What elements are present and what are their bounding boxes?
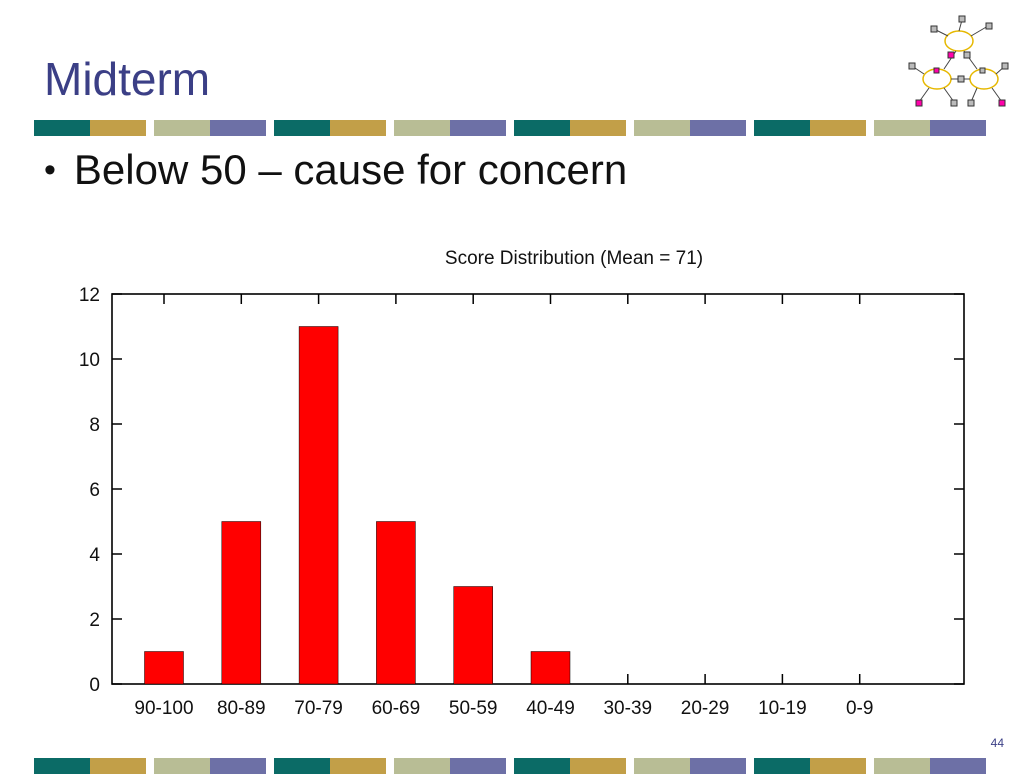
x-tick-label: 70-79: [294, 698, 343, 719]
y-tick-label: 6: [89, 480, 100, 501]
bullet-text: Below 50 – cause for concern: [73, 146, 628, 193]
x-tick-label: 50-59: [449, 698, 498, 719]
stripe-segment: [570, 120, 626, 136]
stripe-gap: [266, 758, 274, 774]
stripe-segment: [634, 758, 690, 774]
stripe-segment: [330, 120, 386, 136]
stripe-gap: [146, 758, 154, 774]
chart-title: Score Distribution (Mean = 71): [445, 248, 703, 269]
bullet-dot-icon: •: [44, 150, 56, 189]
bar: [530, 651, 571, 685]
stripe-segment: [754, 758, 810, 774]
score-distribution-chart: Score Distribution (Mean = 71) 0 2 4 6 8 10 12 9…: [79, 248, 965, 719]
stripe-segment: [930, 120, 986, 136]
stripe-segment: [874, 120, 930, 136]
stripe-segment: [394, 758, 450, 774]
y-tick-label: 4: [89, 545, 100, 566]
stripe-segment: [874, 758, 930, 774]
y-tick-label: 0: [89, 675, 100, 696]
bar: [376, 521, 416, 685]
x-tick-label: 90-100: [134, 698, 193, 719]
bar: [453, 586, 493, 685]
x-tick-label: 10-19: [758, 698, 807, 719]
stripe-segment: [634, 120, 690, 136]
stripe-segment: [330, 758, 386, 774]
stripe-segment: [210, 758, 266, 774]
stripe-gap: [386, 120, 394, 136]
x-tick-label: 20-29: [681, 698, 730, 719]
stripe-segment: [34, 120, 90, 136]
stripe-segment: [90, 120, 146, 136]
stripe-segment: [810, 120, 866, 136]
stripe-segment: [514, 120, 570, 136]
bullet-point: • Below 50 – cause for concern: [44, 146, 627, 194]
stripe-gap: [746, 120, 754, 136]
bar: [298, 326, 339, 685]
stripe-segment: [450, 120, 506, 136]
stripe-gap: [626, 120, 634, 136]
y-tick-label: 2: [89, 610, 100, 631]
stripe-gap: [626, 758, 634, 774]
y-tick-label: 12: [79, 285, 100, 306]
stripe-segment: [690, 758, 746, 774]
stripe-segment: [274, 120, 330, 136]
decorative-stripe-top: [34, 120, 986, 136]
stripe-gap: [386, 758, 394, 774]
x-tick-label: 80-89: [217, 698, 266, 719]
stripe-segment: [90, 758, 146, 774]
stripe-gap: [866, 758, 874, 774]
stripe-segment: [754, 120, 810, 136]
stripe-segment: [450, 758, 506, 774]
stripe-segment: [690, 120, 746, 136]
stripe-segment: [514, 758, 570, 774]
page-number: 44: [990, 736, 1004, 750]
stripe-gap: [146, 120, 154, 136]
stripe-gap: [866, 120, 874, 136]
stripe-segment: [274, 758, 330, 774]
stripe-segment: [570, 758, 626, 774]
stripe-segment: [34, 758, 90, 774]
stripe-segment: [810, 758, 866, 774]
slide-title: Midterm: [44, 53, 211, 105]
x-tick-label: 40-49: [526, 698, 575, 719]
x-tick-label: 60-69: [372, 698, 421, 719]
x-tick-label: 30-39: [603, 698, 652, 719]
network-logo-icon: [908, 15, 1009, 107]
bar: [144, 651, 184, 685]
decorative-stripe-bottom: [34, 758, 986, 774]
stripe-segment: [210, 120, 266, 136]
stripe-gap: [746, 758, 754, 774]
stripe-gap: [506, 120, 514, 136]
x-tick-label: 0-9: [846, 698, 873, 719]
stripe-segment: [930, 758, 986, 774]
stripe-segment: [394, 120, 450, 136]
y-tick-label: 10: [79, 350, 100, 371]
stripe-gap: [266, 120, 274, 136]
y-tick-label: 8: [89, 415, 100, 436]
stripe-gap: [506, 758, 514, 774]
stripe-segment: [154, 120, 210, 136]
stripe-segment: [154, 758, 210, 774]
bar: [221, 521, 262, 685]
